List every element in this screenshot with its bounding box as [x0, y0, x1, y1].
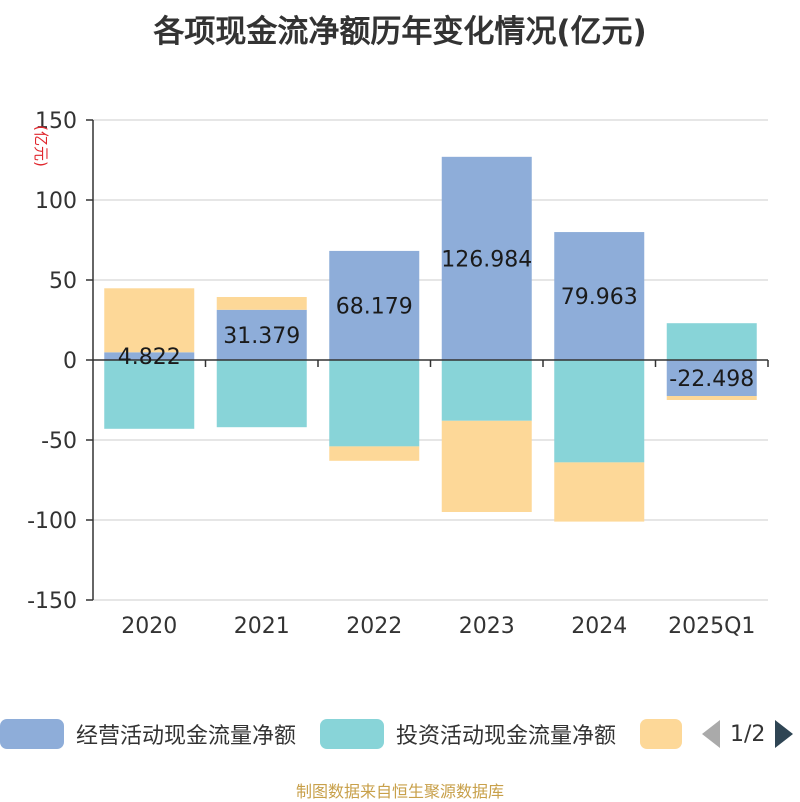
- bar-series1-2022: [329, 360, 420, 447]
- y-tick-label: 150: [35, 109, 77, 134]
- legend-item-operating[interactable]: 经营活动现金流量净额: [0, 712, 296, 756]
- bar-series0-2021: [216, 309, 307, 360]
- data-source-note: 制图数据来自恒生聚源数据库: [295, 782, 504, 801]
- bar-series1-2021: [216, 360, 307, 428]
- x-tick-label: 2025Q1: [668, 614, 755, 639]
- bar-series2-2024: [554, 462, 645, 522]
- bar-series0-2025Q1: [666, 360, 757, 396]
- bar-series0-2022: [329, 250, 420, 360]
- bar-series0-2024: [554, 232, 645, 360]
- previous-page-icon[interactable]: [702, 720, 720, 748]
- y-tick-label: -100: [27, 509, 77, 534]
- legend-label-investing: 投资活动现金流量净额: [396, 724, 617, 749]
- y-tick-label: 100: [35, 189, 77, 214]
- x-tick-label: 2020: [121, 614, 177, 639]
- bar-series1-2023: [441, 360, 532, 421]
- legend-item-investing[interactable]: 投资活动现金流量净额: [320, 712, 616, 756]
- bar-series0-2020: [104, 352, 195, 360]
- legend-swatch-operating: [0, 719, 64, 749]
- chart-plot: 150 100 50 0 -50 -100 -150 (亿元) 2020 2021 2022 2023…: [27, 109, 769, 639]
- y-tick-label: -50: [41, 429, 77, 454]
- legend-swatch-financing: [640, 719, 682, 749]
- legend-label-operating: 经营活动现金流量净额: [76, 724, 297, 749]
- bar-series2-2021: [216, 296, 307, 310]
- data-label: 4.822: [118, 345, 181, 370]
- y-tick-label: -150: [27, 589, 77, 614]
- chart-title: 各项现金流净额历年变化情况(亿元): [153, 14, 647, 50]
- bar-series2-2020: [104, 288, 195, 353]
- y-tick-label: 50: [49, 269, 77, 294]
- legend-page-indicator: 1/2: [730, 721, 766, 747]
- bar-series1-2024: [554, 360, 645, 463]
- legend-swatch-investing: [320, 719, 384, 749]
- x-tick-label: 2023: [459, 614, 515, 639]
- data-label: 79.963: [561, 285, 638, 310]
- bar-series2-2023: [441, 420, 532, 512]
- bar-series0-2023: [441, 156, 532, 360]
- bar-series1-2025Q1: [666, 323, 757, 360]
- x-tick-label: 2021: [234, 614, 290, 639]
- bar-series2-2025Q1: [666, 395, 757, 400]
- data-label: 126.984: [441, 247, 532, 272]
- next-page-icon[interactable]: [775, 720, 794, 748]
- data-label: 31.379: [223, 324, 300, 349]
- legend: 经营活动现金流量净额 投资活动现金流量净额: [0, 712, 800, 756]
- x-tick-label: 2024: [571, 614, 627, 639]
- data-label: -22.498: [669, 367, 754, 392]
- bar-series1-2020: [104, 360, 195, 429]
- bar-series2-2022: [329, 446, 420, 461]
- y-tick-label: 0: [63, 349, 77, 374]
- legend-pager: 1/2: [702, 712, 794, 756]
- data-label: 68.179: [336, 294, 413, 319]
- legend-item-financing[interactable]: [640, 712, 682, 756]
- x-tick-label: 2022: [346, 614, 402, 639]
- y-axis-unit-label: (亿元): [32, 125, 50, 167]
